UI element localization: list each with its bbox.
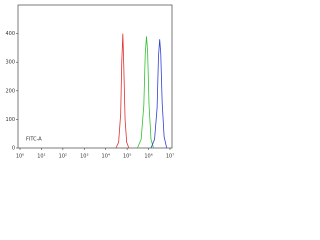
y-tick-label: 100 — [5, 117, 15, 123]
y-tick-label: 400 — [5, 31, 15, 37]
series-line — [150, 39, 168, 149]
series-line — [137, 36, 154, 149]
y-tick-label: 0 — [12, 146, 15, 152]
plot-frame — [17, 4, 173, 149]
x-tick-label: 10⁴ — [102, 154, 110, 160]
x-tick-label: 10⁷ — [166, 154, 174, 160]
y-tick-label: 200 — [5, 88, 15, 94]
y-tick-label: 300 — [5, 60, 15, 66]
series-line — [115, 33, 130, 149]
x-tick-label: 10⁰ — [16, 154, 24, 160]
x-tick-label: 10¹ — [37, 154, 45, 160]
x-tick-label: 10² — [59, 154, 67, 160]
chart: FITC-A 0 100 200 300 400 10⁰ 10¹ 10² 10³ 10⁴ 10⁵ 10… — [5, 4, 174, 160]
x-axis-label: FITC-A — [26, 137, 42, 143]
x-tick-label: 10⁶ — [144, 154, 152, 160]
x-tick-label: 10⁵ — [123, 154, 131, 160]
x-tick-label: 10³ — [80, 154, 88, 160]
